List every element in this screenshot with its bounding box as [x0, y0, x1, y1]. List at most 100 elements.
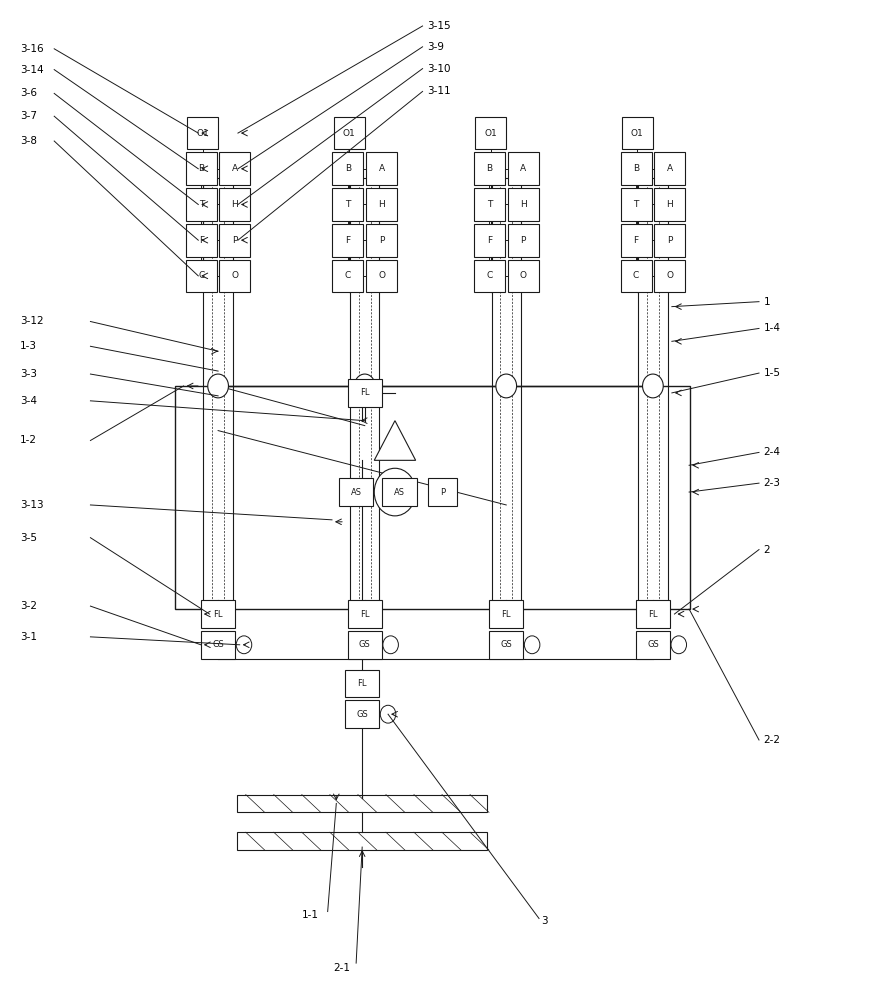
Circle shape: [524, 636, 540, 654]
Bar: [366, 188, 397, 221]
Bar: [382, 478, 416, 506]
Text: C: C: [486, 271, 492, 280]
Text: O1: O1: [196, 129, 209, 138]
Bar: [237, 832, 487, 850]
Bar: [654, 152, 685, 185]
Bar: [348, 600, 382, 628]
Bar: [474, 224, 505, 257]
Bar: [636, 631, 670, 659]
Text: 3-15: 3-15: [427, 21, 450, 31]
Bar: [474, 188, 505, 221]
Text: P: P: [667, 236, 672, 245]
Bar: [345, 700, 380, 728]
Circle shape: [375, 468, 415, 516]
Text: GS: GS: [500, 640, 512, 649]
Text: A: A: [520, 164, 526, 173]
Bar: [508, 152, 538, 185]
Text: 3-13: 3-13: [20, 500, 44, 510]
Text: P: P: [520, 236, 526, 245]
Text: FL: FL: [360, 388, 369, 397]
Bar: [219, 260, 251, 292]
Text: C: C: [199, 271, 205, 280]
Text: GS: GS: [213, 640, 224, 649]
Bar: [186, 260, 217, 292]
Circle shape: [383, 636, 398, 654]
Bar: [622, 117, 653, 149]
Text: P: P: [379, 236, 384, 245]
Bar: [333, 260, 363, 292]
Bar: [334, 117, 365, 149]
Text: O: O: [378, 271, 385, 280]
Text: 1-2: 1-2: [20, 435, 37, 445]
Text: 3-16: 3-16: [20, 44, 44, 54]
Text: 2: 2: [763, 545, 770, 555]
Bar: [187, 117, 218, 149]
Text: GS: GS: [359, 640, 371, 649]
Bar: [428, 478, 457, 506]
Text: 1-5: 1-5: [763, 368, 780, 378]
Text: F: F: [487, 236, 492, 245]
Text: 3-2: 3-2: [20, 601, 37, 611]
Bar: [350, 178, 380, 609]
Bar: [348, 631, 382, 659]
Bar: [620, 188, 652, 221]
Text: O1: O1: [631, 129, 644, 138]
Bar: [333, 188, 363, 221]
Bar: [204, 178, 233, 609]
Text: 2-1: 2-1: [334, 963, 351, 973]
Text: T: T: [199, 200, 204, 209]
Text: 3-14: 3-14: [20, 65, 44, 75]
Text: A: A: [379, 164, 385, 173]
Text: 2-2: 2-2: [763, 735, 780, 745]
Bar: [366, 224, 397, 257]
Bar: [219, 188, 251, 221]
Bar: [508, 260, 538, 292]
Text: A: A: [232, 164, 238, 173]
Text: 3-3: 3-3: [20, 369, 37, 379]
Bar: [654, 224, 685, 257]
Text: 1-1: 1-1: [301, 910, 319, 920]
Text: 3-11: 3-11: [427, 86, 450, 96]
Polygon shape: [375, 421, 415, 460]
Bar: [620, 260, 652, 292]
Bar: [474, 260, 505, 292]
Text: 3-12: 3-12: [20, 316, 44, 326]
Circle shape: [208, 374, 228, 398]
Text: 3-9: 3-9: [427, 42, 444, 52]
Bar: [508, 224, 538, 257]
Text: 3-4: 3-4: [20, 396, 37, 406]
Text: B: B: [486, 164, 492, 173]
Text: H: H: [232, 200, 239, 209]
Bar: [333, 152, 363, 185]
Circle shape: [354, 374, 375, 398]
Text: FL: FL: [357, 679, 367, 688]
Text: O: O: [520, 271, 527, 280]
Text: GS: GS: [647, 640, 658, 649]
Bar: [491, 178, 521, 609]
Text: 1-3: 1-3: [20, 341, 37, 351]
Text: AS: AS: [394, 488, 405, 497]
Text: 3-10: 3-10: [427, 64, 450, 74]
Text: T: T: [487, 200, 492, 209]
Text: P: P: [440, 488, 445, 497]
Text: H: H: [520, 200, 526, 209]
Text: P: P: [233, 236, 238, 245]
Text: O: O: [232, 271, 239, 280]
Text: O1: O1: [484, 129, 497, 138]
Bar: [366, 260, 397, 292]
Circle shape: [671, 636, 686, 654]
Bar: [654, 260, 685, 292]
Text: 2-4: 2-4: [763, 447, 780, 457]
Bar: [186, 188, 217, 221]
Bar: [201, 631, 235, 659]
Bar: [219, 152, 251, 185]
Bar: [345, 670, 380, 697]
Text: 3-5: 3-5: [20, 533, 37, 543]
Bar: [333, 224, 363, 257]
Text: B: B: [199, 164, 205, 173]
Circle shape: [236, 636, 252, 654]
Bar: [636, 600, 670, 628]
Text: F: F: [346, 236, 350, 245]
Text: C: C: [345, 271, 351, 280]
Text: C: C: [633, 271, 639, 280]
